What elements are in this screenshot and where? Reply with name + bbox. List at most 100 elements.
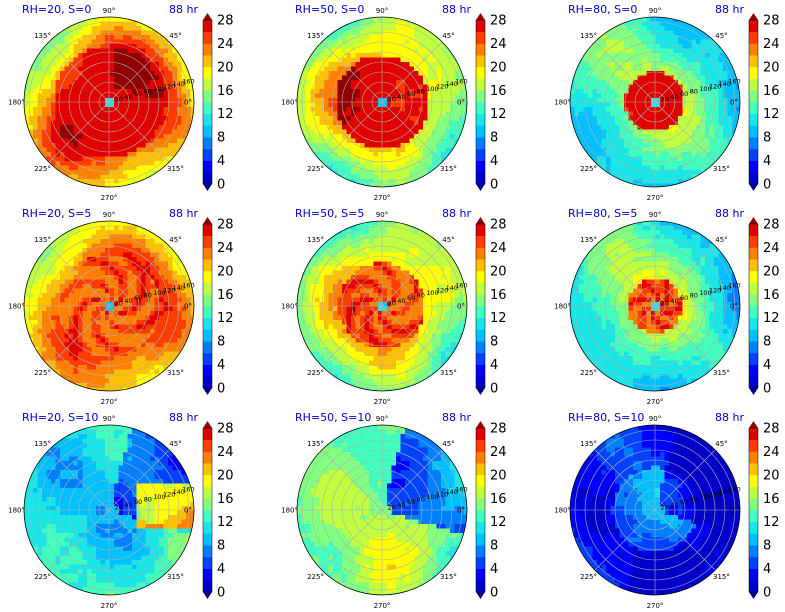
heatmap-cell — [46, 338, 52, 343]
heatmap-cell — [91, 165, 97, 171]
heatmap-cell — [351, 80, 356, 85]
heatmap-cell — [669, 138, 674, 144]
heatmap-cell — [42, 324, 47, 330]
heatmap-cell — [705, 35, 710, 40]
heatmap-cell — [387, 53, 392, 58]
heatmap-cell — [315, 125, 320, 130]
heatmap-cell — [132, 266, 137, 271]
heatmap-cell — [136, 134, 142, 139]
heatmap-cell — [37, 80, 43, 85]
heatmap-cell — [705, 80, 710, 85]
colorbar-segment — [203, 102, 212, 115]
heatmap-cell — [33, 102, 38, 108]
heatmap-cell — [37, 279, 43, 285]
heatmap-cell — [73, 369, 79, 375]
heatmap-cell — [606, 89, 611, 94]
heatmap-cell — [637, 134, 643, 139]
heatmap-cell — [69, 39, 74, 45]
heatmap-cell — [163, 125, 169, 130]
heatmap-cell — [660, 80, 665, 85]
heatmap-cell — [46, 293, 52, 298]
heatmap-cell — [615, 30, 620, 36]
heatmap-cell — [60, 306, 65, 312]
heatmap-cell — [400, 44, 406, 49]
heatmap-cell — [105, 57, 110, 63]
heatmap-cell — [181, 75, 187, 81]
heatmap-cell — [633, 89, 638, 94]
heatmap-cell — [69, 338, 74, 343]
heatmap-cell — [432, 134, 437, 139]
heatmap-cell — [328, 89, 334, 94]
heatmap-cell — [418, 129, 424, 135]
heatmap-cell — [369, 17, 374, 22]
heatmap-cell — [678, 89, 683, 94]
heatmap-cell — [28, 89, 34, 94]
heatmap-cell — [132, 257, 137, 262]
heatmap-cell — [391, 26, 397, 31]
heatmap-cell — [132, 129, 137, 135]
heatmap-cell — [163, 138, 169, 144]
heatmap-cell — [718, 66, 724, 72]
heatmap-cell — [82, 161, 88, 166]
heatmap-cell — [391, 125, 397, 130]
heatmap-cell — [355, 62, 361, 67]
heatmap-cell — [123, 324, 128, 330]
heatmap-cell — [150, 275, 155, 280]
heatmap-cell — [159, 134, 164, 139]
heatmap-cell — [687, 102, 692, 108]
heatmap-cell — [87, 315, 92, 321]
heatmap-cell — [114, 248, 119, 253]
heatmap-cell — [718, 138, 724, 144]
heatmap-cell — [91, 230, 97, 235]
heatmap-cell — [682, 21, 688, 27]
heatmap-cell — [127, 261, 133, 267]
heatmap-cell — [709, 93, 715, 99]
heatmap-cell — [454, 147, 460, 153]
heatmap-cell — [177, 71, 182, 76]
heatmap-cell — [150, 266, 155, 271]
heatmap-cell — [118, 324, 124, 330]
heatmap-cell — [378, 66, 383, 72]
heatmap-cell — [669, 26, 674, 31]
heatmap-cell — [145, 44, 151, 49]
heatmap-cell — [691, 134, 697, 139]
heatmap-cell — [64, 315, 70, 321]
heatmap-cell — [646, 129, 652, 135]
heatmap-cell — [387, 75, 392, 81]
heatmap-cell — [109, 57, 115, 63]
heatmap-cell — [391, 183, 397, 187]
heatmap-cell — [360, 44, 365, 49]
heatmap-cell — [682, 39, 688, 45]
heatmap-cell — [136, 297, 142, 303]
heatmap-cell — [163, 293, 169, 298]
heatmap-cell — [73, 293, 79, 298]
heatmap-cell — [606, 66, 611, 72]
heatmap-cell — [351, 102, 356, 108]
heatmap-cell — [163, 57, 169, 63]
heatmap-cell — [373, 21, 379, 27]
heatmap-cell — [37, 311, 43, 316]
heatmap-cell — [123, 138, 128, 144]
heatmap-cell — [637, 53, 643, 58]
heatmap-cell — [127, 98, 133, 103]
heatmap-cell — [651, 84, 656, 90]
heatmap-cell — [159, 374, 164, 379]
heatmap-cell — [655, 62, 661, 67]
heatmap-cell — [646, 120, 652, 126]
heatmap-cell — [87, 66, 92, 72]
heatmap-cell — [709, 57, 715, 63]
heatmap-cell — [360, 35, 365, 40]
heatmap-cell — [73, 288, 79, 294]
heatmap-cell — [118, 230, 124, 235]
heatmap-cell — [673, 161, 679, 166]
heatmap-cell — [364, 39, 370, 45]
heatmap-cell — [64, 288, 70, 294]
heatmap-cell — [391, 21, 397, 27]
heatmap-cell — [682, 156, 688, 162]
heatmap-cell — [678, 26, 683, 31]
heatmap-cell — [82, 147, 88, 153]
heatmap-cell — [190, 93, 194, 99]
heatmap-cell — [346, 26, 352, 31]
heatmap-cell — [127, 134, 133, 139]
heatmap-cell — [328, 44, 334, 49]
